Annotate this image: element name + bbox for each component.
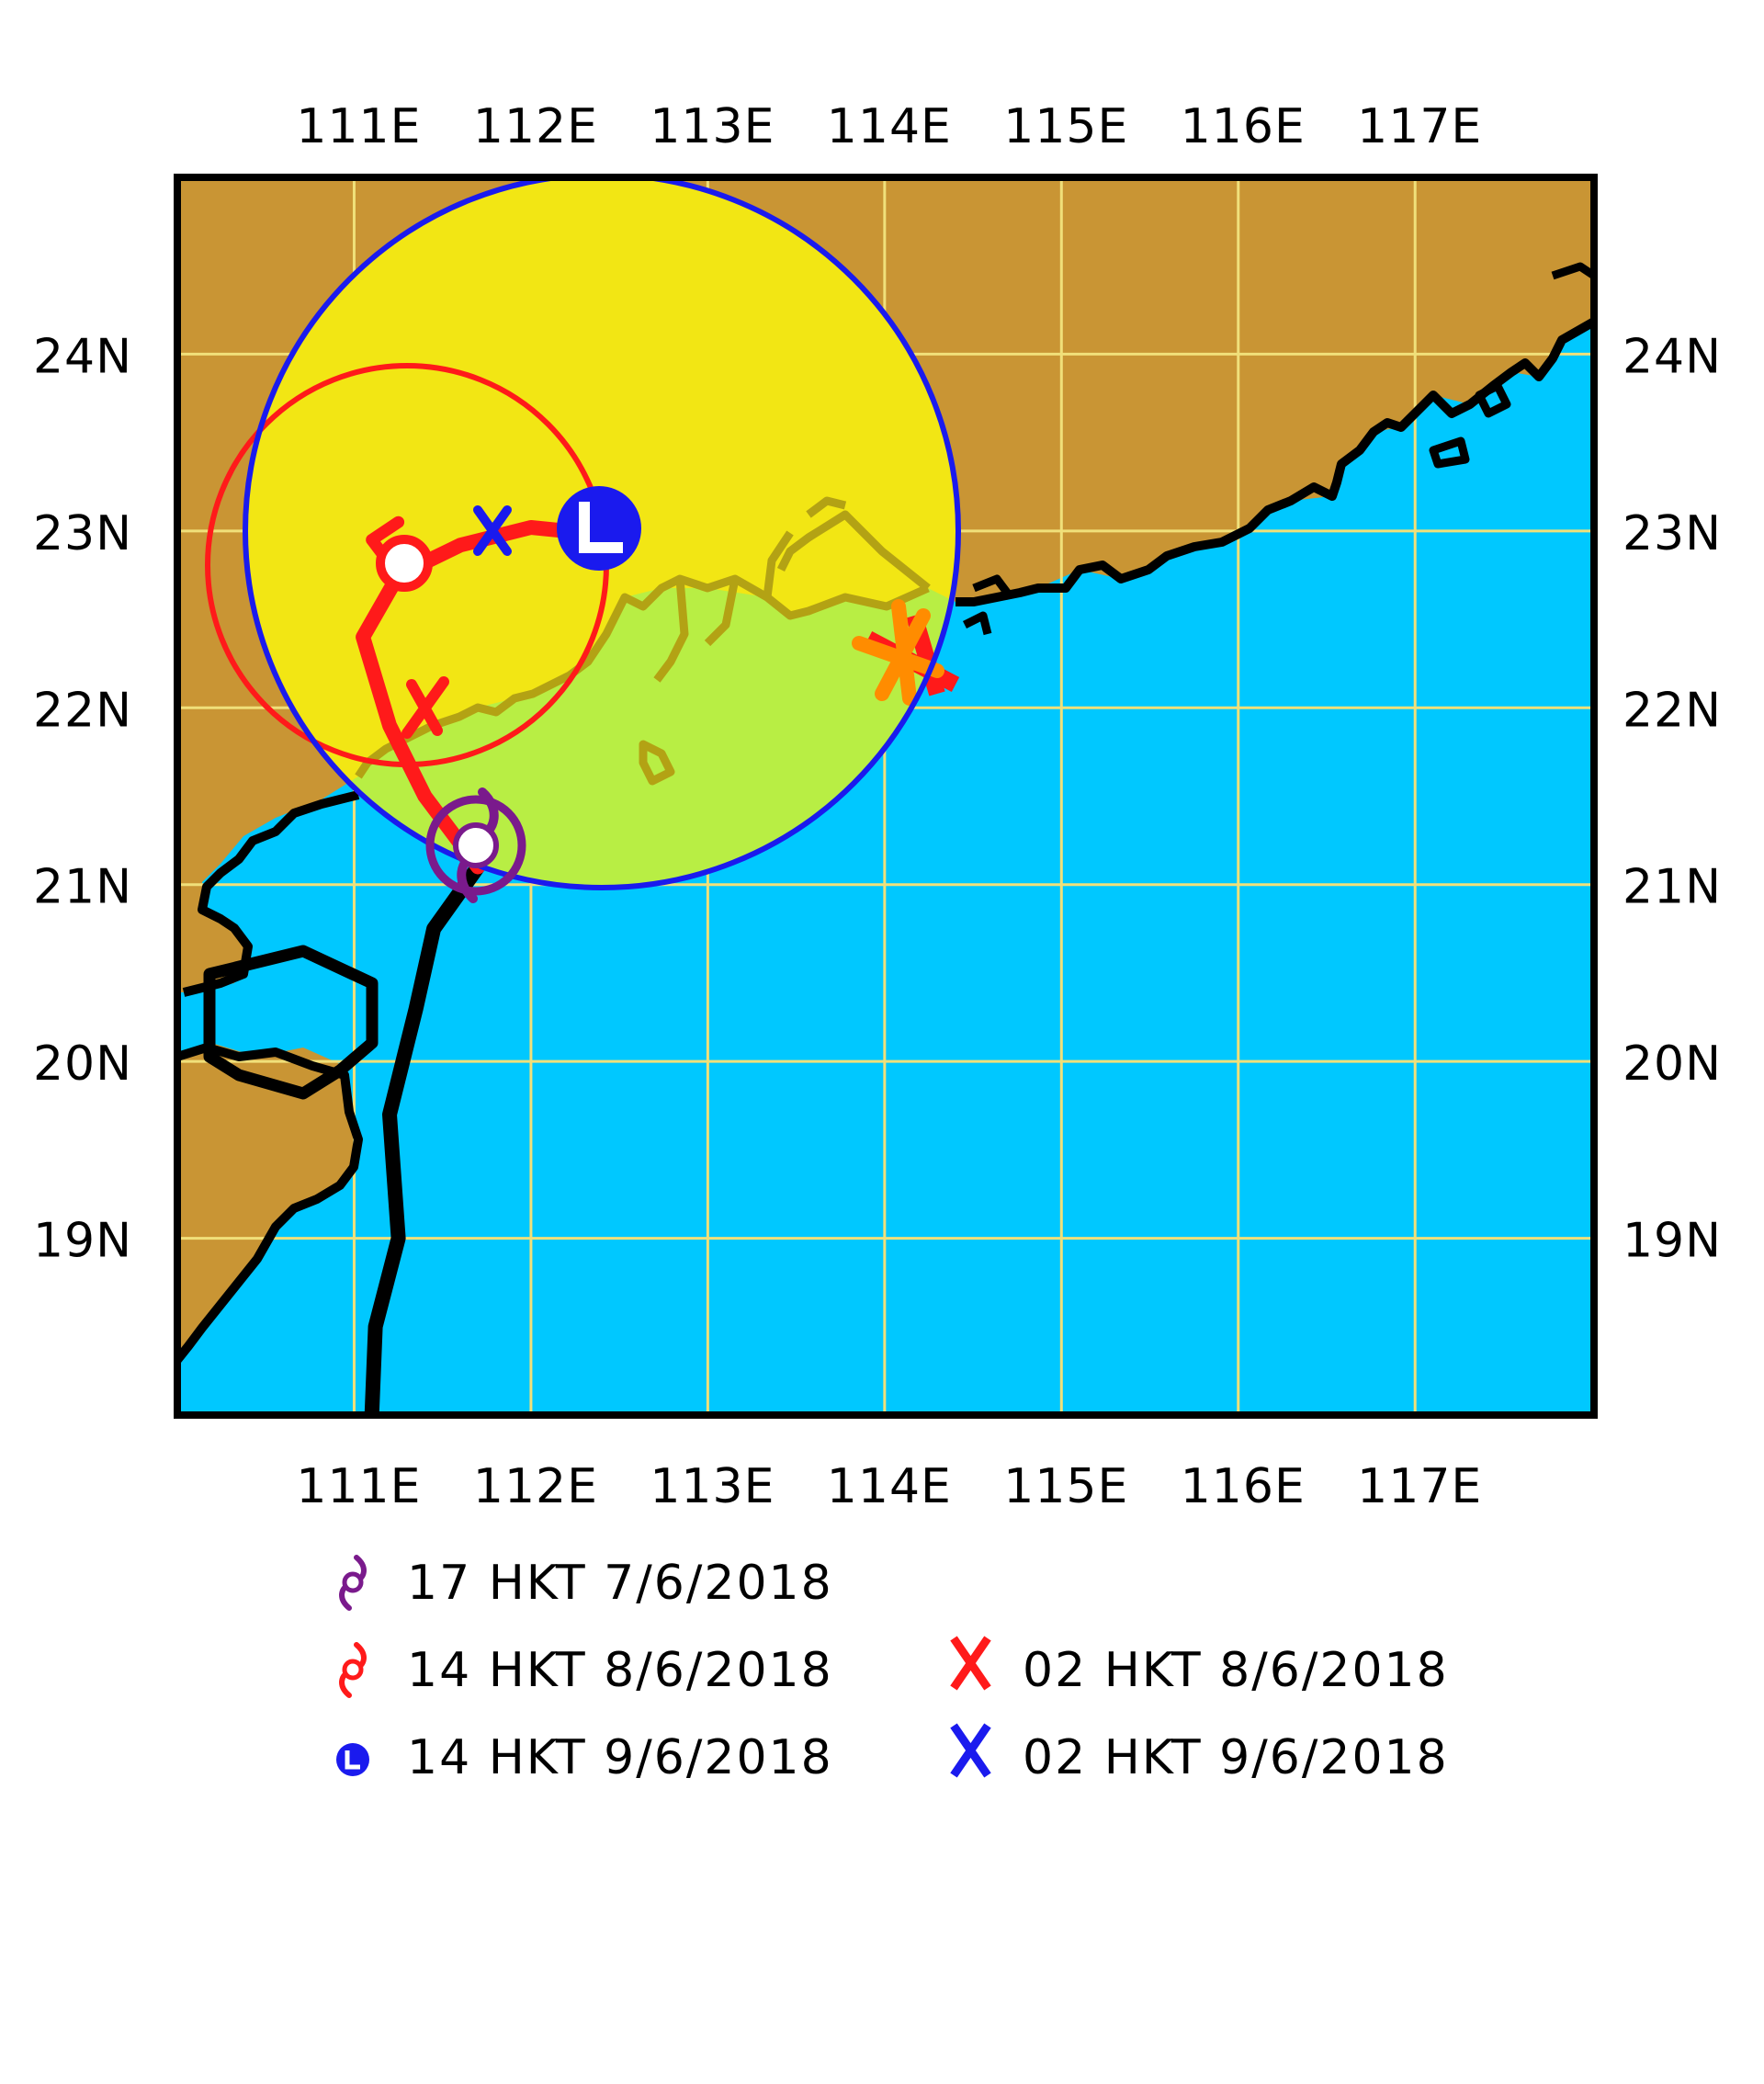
intermediate-x-8-6 (401, 676, 449, 739)
lon-tick-label: 117E (1357, 1459, 1482, 1514)
tropical-cyclone-icon (376, 535, 433, 592)
lon-ticks-bottom: 111E 112E 113E 114E 115E 116E 117E (296, 1459, 1482, 1514)
lon-tick-label: 117E (1357, 99, 1482, 154)
lat-tick-label: 19N (33, 1214, 132, 1269)
coastline-islands (962, 262, 1594, 636)
legend-label: 02 HKT 8/6/2018 (1023, 1643, 1449, 1698)
lat-tick-label: 21N (33, 860, 132, 915)
hong-kong-marker (852, 599, 960, 706)
map-frame (174, 174, 1598, 1419)
legend-item-x-8-6: 02 HKT 8/6/2018 (950, 1636, 1449, 1698)
legend-label: 17 HKT 7/6/2018 (407, 1556, 833, 1611)
lon-tick-label: 114E (827, 1459, 952, 1514)
tc-position-17hkt-7-6 (453, 787, 499, 903)
circle-14hkt-9-6 (243, 177, 961, 890)
lat-tick-label: 24N (1623, 329, 1722, 384)
circle-17hkt-7-6 (425, 795, 526, 896)
x-mark-icon (950, 1636, 991, 1691)
lat-tick-label: 24N (33, 329, 132, 384)
past-track-line (364, 862, 484, 1415)
lat-tick-label: 22N (33, 683, 132, 738)
lon-tick-label: 115E (1003, 1459, 1128, 1514)
low-pressure-glyph (579, 502, 623, 553)
pearl-river-estuary-outline (639, 496, 931, 786)
x-mark-icon (401, 676, 449, 739)
lon-tick-label: 112E (473, 1459, 598, 1514)
lon-tick-label: 112E (473, 99, 598, 154)
lat-tick-label: 23N (33, 506, 132, 561)
intermediate-x-9-6 (473, 505, 512, 556)
x-mark-icon (473, 505, 512, 556)
legend-item-x-9-6: 02 HKT 9/6/2018 (950, 1723, 1449, 1785)
legend-item-17hkt-7-6: 17 HKT 7/6/2018 (339, 1555, 833, 1611)
lat-tick-label: 23N (1623, 506, 1722, 561)
legend-label: 14 HKT 8/6/2018 (407, 1643, 833, 1698)
lon-tick-label: 113E (650, 99, 775, 154)
map-area (177, 177, 1594, 1415)
lat-ticks-right: 24N 23N 22N 21N 20N 19N (1623, 329, 1722, 1269)
lon-tick-label: 111E (296, 99, 421, 154)
tc-position-14hkt-8-6 (376, 535, 433, 592)
lat-tick-label: 20N (33, 1036, 132, 1092)
lat-tick-label: 19N (1623, 1214, 1722, 1269)
lon-tick-label: 114E (827, 99, 952, 154)
legend: 17 HKT 7/6/2018 14 HKT 8/6/2018 14 HKT 9… (336, 1555, 1449, 1785)
low-pressure-icon (557, 486, 641, 571)
region-outline (203, 945, 379, 1100)
x-mark-icon (950, 1723, 991, 1778)
legend-label: 14 HKT 9/6/2018 (407, 1730, 833, 1785)
coastline-east (956, 317, 1594, 606)
lat-tick-label: 21N (1623, 860, 1722, 915)
lon-tick-label: 116E (1181, 1459, 1306, 1514)
low-position-14hkt-9-6 (557, 486, 641, 571)
lat-tick-label: 20N (1623, 1036, 1722, 1092)
hong-kong-marker-orange (852, 599, 944, 706)
lon-tick-label: 115E (1003, 99, 1128, 154)
forecast-track-line (356, 520, 609, 875)
legend-label: 02 HKT 9/6/2018 (1023, 1730, 1449, 1785)
land-hainan (177, 1043, 358, 1360)
lon-tick-label: 111E (296, 1459, 421, 1514)
lat-tick-label: 22N (1623, 683, 1722, 738)
lon-tick-label: 113E (650, 1459, 775, 1514)
legend-item-14hkt-9-6: 14 HKT 9/6/2018 (336, 1730, 833, 1785)
legend-item-14hkt-8-6: 14 HKT 8/6/2018 (339, 1642, 833, 1698)
lon-tick-label: 116E (1181, 99, 1306, 154)
low-pressure-icon (336, 1743, 369, 1776)
lat-ticks-left: 24N 23N 22N 21N 20N 19N (33, 329, 132, 1269)
coastline-hainan (177, 1043, 363, 1364)
lon-ticks-top: 111E 112E 113E 114E 115E 116E 117E (296, 99, 1482, 154)
